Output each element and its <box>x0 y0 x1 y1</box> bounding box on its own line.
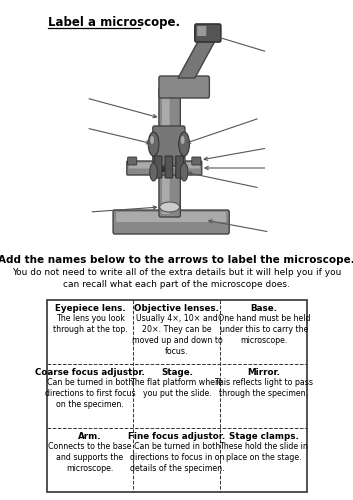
FancyBboxPatch shape <box>113 210 229 234</box>
Text: Label a microscope.: Label a microscope. <box>48 16 180 29</box>
Polygon shape <box>178 36 218 78</box>
Text: Add the names below to the arrows to label the microscope.: Add the names below to the arrows to lab… <box>0 255 353 265</box>
FancyBboxPatch shape <box>192 157 201 165</box>
Ellipse shape <box>181 136 185 144</box>
Text: Can be turned in both
directions to focus in on
details of the specimen.: Can be turned in both directions to focu… <box>130 442 224 473</box>
Text: Stage clamps.: Stage clamps. <box>229 432 299 441</box>
Bar <box>47 300 307 492</box>
FancyBboxPatch shape <box>159 88 180 217</box>
Ellipse shape <box>156 164 173 172</box>
Ellipse shape <box>179 132 190 156</box>
FancyBboxPatch shape <box>127 157 137 165</box>
FancyBboxPatch shape <box>154 156 162 178</box>
Text: The lens you look
through at the top.: The lens you look through at the top. <box>53 314 127 334</box>
Ellipse shape <box>150 163 157 181</box>
Text: Coarse focus adjustor.: Coarse focus adjustor. <box>35 368 145 377</box>
Text: Usually 4×, 10× and
20×. They can be
moved up and down to
focus.: Usually 4×, 10× and 20×. They can be mov… <box>132 314 222 356</box>
Text: Eyepiece lens.: Eyepiece lens. <box>55 304 125 313</box>
FancyBboxPatch shape <box>129 162 200 168</box>
FancyBboxPatch shape <box>197 26 206 36</box>
Text: Fine focus adjustor.: Fine focus adjustor. <box>128 432 226 441</box>
Text: Connects to the base
and supports the
microscope.: Connects to the base and supports the mi… <box>48 442 132 473</box>
Text: Objective lenses.: Objective lenses. <box>134 304 219 313</box>
FancyBboxPatch shape <box>159 76 209 98</box>
Text: Base.: Base. <box>250 304 277 313</box>
Text: Stage.: Stage. <box>161 368 193 377</box>
Text: Mirror.: Mirror. <box>247 368 280 377</box>
Ellipse shape <box>180 163 188 181</box>
Text: The flat platform where
you put the slide.: The flat platform where you put the slid… <box>131 378 223 398</box>
Ellipse shape <box>150 136 154 144</box>
FancyBboxPatch shape <box>127 161 202 175</box>
FancyBboxPatch shape <box>165 156 173 178</box>
FancyBboxPatch shape <box>153 126 185 166</box>
FancyBboxPatch shape <box>116 212 226 222</box>
Text: One hand must be held
under this to carry the
microscope.: One hand must be held under this to carr… <box>217 314 310 345</box>
FancyBboxPatch shape <box>176 156 184 178</box>
Text: Can be turned in both
directions to first focus
on the specimen.: Can be turned in both directions to firs… <box>45 378 135 409</box>
Text: These hold the slide in
place on the stage.: These hold the slide in place on the sta… <box>219 442 308 462</box>
Ellipse shape <box>160 202 180 212</box>
Text: You do not need to write all of the extra details but it will help you if you
ca: You do not need to write all of the extr… <box>12 268 341 289</box>
FancyBboxPatch shape <box>162 91 170 214</box>
Text: This reflects light to pass
through the specimen.: This reflects light to pass through the … <box>214 378 313 398</box>
Ellipse shape <box>148 132 159 156</box>
FancyBboxPatch shape <box>195 24 221 42</box>
Text: Arm.: Arm. <box>78 432 102 441</box>
